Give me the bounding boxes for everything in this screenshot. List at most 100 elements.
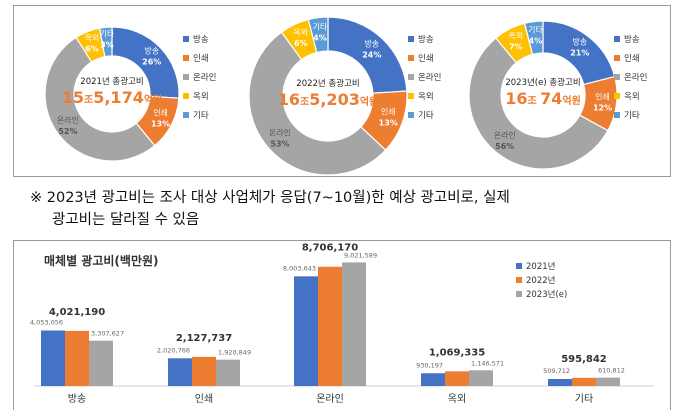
legend-swatch: [614, 55, 620, 61]
bar-value-label: 4,053,056: [30, 318, 63, 326]
slice-value-label: 24%: [362, 50, 381, 59]
legend-label: 옥외: [193, 91, 209, 102]
bar-2-3: [318, 266, 342, 386]
donut-slice-3: [44, 36, 156, 162]
legend-label: 인쇄: [418, 53, 434, 64]
x-tick-label: 온라인: [316, 393, 344, 405]
x-tick-label: 방송: [68, 393, 86, 405]
slice-category-label: 기타: [528, 25, 543, 34]
slice-category-label: 인쇄: [595, 92, 610, 102]
legend-swatch: [408, 112, 414, 118]
bar-value-label: 1,069,335: [429, 347, 485, 358]
donut-slice-5: [98, 26, 113, 58]
bar-1-3: [294, 276, 318, 386]
legend-label: 온라인: [193, 72, 216, 83]
slice-value-label: 3%: [100, 41, 114, 50]
slice-value-label: 56%: [495, 142, 514, 151]
donut-total: 16조 74억원: [505, 89, 581, 108]
note-line-1: ※ 2023년 광고비는 조사 대상 사업체가 응답(7~10월)한 예상 광고…: [30, 190, 510, 206]
legend-label: 기타: [193, 111, 209, 121]
donut-caption: 2023년(e) 총광고비: [505, 77, 580, 88]
bar-value-label: 3,307,627: [91, 330, 124, 338]
donut-charts-panel: 방송 26% 인쇄 13% 온라인 52% 옥외 6% 기타 3% 2021년 총광고비 15조5,1…: [13, 5, 671, 177]
bar-legend-swatch: [516, 277, 522, 283]
x-tick-label: 옥외: [448, 393, 466, 405]
legend-swatch: [408, 74, 414, 80]
bar-value-label: 595,842: [561, 354, 607, 365]
bar-legend-swatch: [516, 263, 522, 269]
bar-1-1: [41, 330, 65, 386]
legend-label: 인쇄: [624, 53, 640, 64]
donut-total: 15조5,174억원: [62, 88, 162, 107]
legend-swatch: [614, 74, 620, 80]
slice-category-label: 온라인: [57, 115, 79, 125]
slice-value-label: 26%: [142, 58, 161, 67]
bar-3-5: [596, 377, 620, 386]
legend-label: 방송: [193, 34, 209, 45]
slice-value-label: 52%: [58, 127, 77, 136]
x-tick-label: 인쇄: [195, 393, 213, 405]
survey-note: ※ 2023년 광고비는 조사 대상 사업체가 응답(7~10월)한 예상 광고…: [30, 187, 670, 231]
bar-1-2: [168, 358, 192, 386]
slice-category-label: 온라인: [269, 127, 291, 137]
bar-legend-swatch: [516, 291, 522, 297]
bar-2-2: [192, 356, 216, 386]
legend-label: 인쇄: [193, 53, 209, 64]
bar-value-label: 8,706,170: [302, 243, 358, 254]
slice-value-label: 6%: [294, 39, 308, 48]
bar-3-2: [216, 359, 240, 386]
bar-2-1: [65, 330, 89, 386]
slice-category-label: 기타: [100, 30, 115, 39]
bar-1-4: [421, 373, 445, 386]
slice-category-label: 기타: [313, 23, 328, 32]
bar-chart-title: 매체별 광고비(백만원): [44, 253, 159, 268]
slice-category-label: 옥외: [508, 31, 523, 41]
legend-label: 온라인: [624, 72, 647, 83]
legend-swatch: [183, 93, 189, 99]
slice-value-label: 12%: [593, 104, 612, 113]
bar-1-5: [548, 379, 572, 386]
bar-value-label: 2,127,737: [176, 333, 232, 344]
bar-legend-label: 2022년: [526, 275, 555, 286]
legend-swatch: [614, 112, 620, 118]
bar-value-label: 4,021,190: [49, 307, 105, 318]
slice-category-label: 온라인: [494, 130, 516, 140]
x-tick-label: 기타: [575, 393, 593, 405]
bar-value-label: 610,812: [598, 367, 625, 375]
note-line-2: 광고비는 달라질 수 있음: [52, 212, 200, 228]
slice-value-label: 53%: [270, 139, 289, 148]
bar-value-label: 1,146,571: [471, 359, 504, 367]
legend-label: 옥외: [418, 91, 434, 102]
slice-category-label: 옥외: [85, 32, 100, 42]
bar-legend-label: 2021년: [526, 261, 555, 272]
bar-3-4: [469, 370, 493, 386]
slice-value-label: 7%: [509, 43, 523, 52]
slice-value-label: 4%: [529, 36, 543, 45]
slice-category-label: 인쇄: [153, 108, 168, 118]
donut-caption: 2022년 총광고비: [296, 78, 359, 89]
bar-chart-svg: 매체별 광고비(백만원) 4,053,056 2,020,766 8,003,643 9…: [30, 243, 654, 405]
slice-category-label: 방송: [144, 46, 159, 56]
donut-slice-3: [468, 37, 609, 170]
slice-category-label: 옥외: [293, 27, 308, 37]
legend-label: 옥외: [624, 91, 640, 102]
bar-chart-panel: 매체별 광고비(백만원) 4,053,056 2,020,766 8,003,643 9…: [13, 240, 671, 410]
bar-value-label: 9,021,589: [344, 251, 377, 259]
slice-value-label: 13%: [151, 120, 170, 129]
slice-category-label: 인쇄: [381, 107, 396, 117]
legend-label: 온라인: [418, 72, 441, 83]
slice-category-label: 방송: [572, 37, 587, 47]
legend-swatch: [408, 36, 414, 42]
slice-value-label: 6%: [85, 44, 99, 53]
bar-3-3: [342, 262, 366, 386]
legend-swatch: [408, 55, 414, 61]
legend-swatch: [183, 55, 189, 61]
donut-slice-5: [523, 20, 544, 56]
legend-swatch: [183, 112, 189, 118]
legend-swatch: [408, 93, 414, 99]
legend-label: 방송: [418, 34, 434, 45]
bar-2-5: [572, 377, 596, 386]
bar-2-4: [445, 371, 469, 386]
legend-label: 방송: [624, 34, 640, 45]
